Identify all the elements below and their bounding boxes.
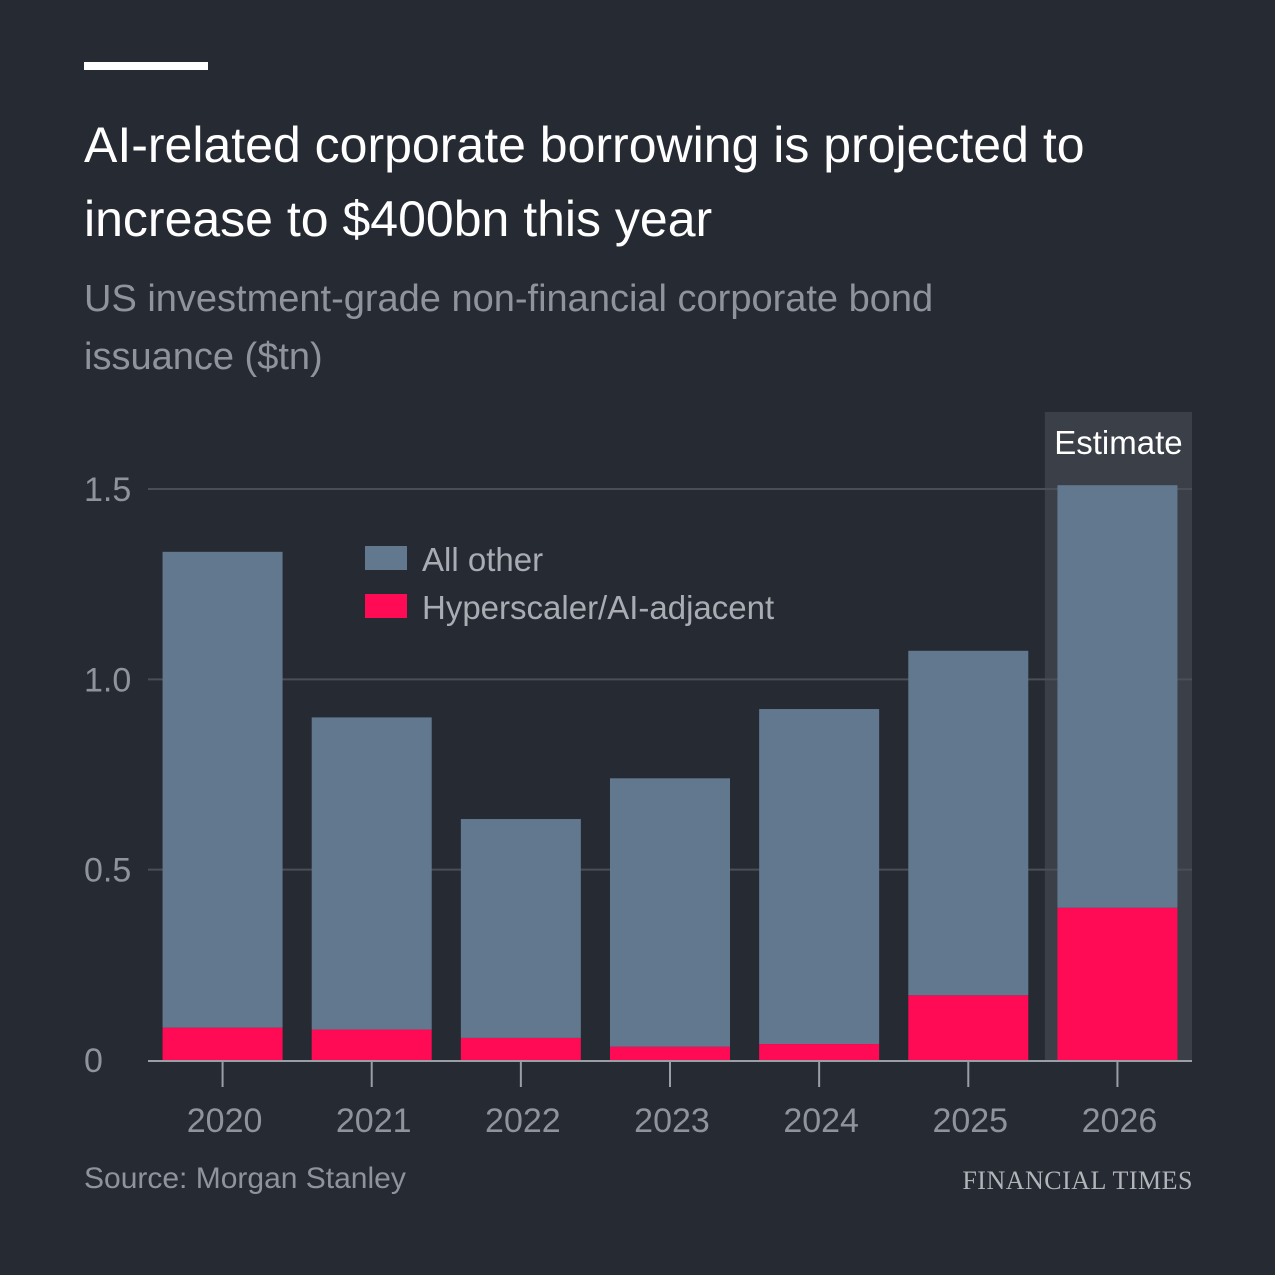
legend-label: All other (422, 541, 543, 578)
bar-other-2022 (460, 819, 581, 1038)
y-tick-label: 1.0 (84, 661, 131, 699)
x-tick-label: 2025 (932, 1102, 1008, 1140)
x-tick-label: 2026 (1082, 1102, 1158, 1140)
legend-label: Hyperscaler/AI-adjacent (422, 589, 774, 626)
y-tick-label: 0.5 (84, 852, 131, 890)
bar-chart: Estimate 0 0.5 1.0 1.5 2020 2021 2022 2023 2024 2… (84, 412, 1192, 1140)
bar-ai-2025 (908, 995, 1029, 1060)
x-tick-label: 2024 (783, 1102, 859, 1140)
y-tick-label: 1.5 (84, 471, 131, 509)
bar-ai-2020 (162, 1027, 283, 1060)
bar-other-2024 (759, 709, 880, 1045)
ft-logo: FINANCIAL TIMES (962, 1166, 1193, 1195)
chart-title: AI-related corporate borrowing is projec… (84, 117, 1085, 247)
legend-swatch (365, 546, 407, 570)
x-tick-label: 2021 (336, 1102, 412, 1140)
chart-subtitle: US investment-grade non-financial corpor… (84, 278, 934, 378)
legend-swatch (365, 594, 407, 618)
source-note: Source: Morgan Stanley (84, 1162, 406, 1195)
x-tick-label: 2023 (634, 1102, 710, 1140)
bar-other-2025 (908, 650, 1029, 996)
x-tick-label: 2022 (485, 1102, 561, 1140)
x-tick-label: 2020 (187, 1102, 263, 1140)
estimate-label: Estimate (1054, 424, 1182, 461)
bar-ai-2024 (759, 1044, 880, 1060)
bar-ai-2026 (1057, 907, 1178, 1060)
bar-other-2020 (162, 551, 283, 1028)
bar-other-2023 (610, 778, 730, 1047)
y-tick-label: 0 (84, 1042, 103, 1080)
bar-ai-2021 (311, 1029, 432, 1060)
title-rule (84, 62, 208, 70)
bar-ai-2022 (460, 1037, 581, 1060)
bar-ai-2023 (610, 1046, 730, 1060)
bar-other-2026 (1057, 485, 1178, 908)
bar-other-2021 (311, 717, 432, 1030)
